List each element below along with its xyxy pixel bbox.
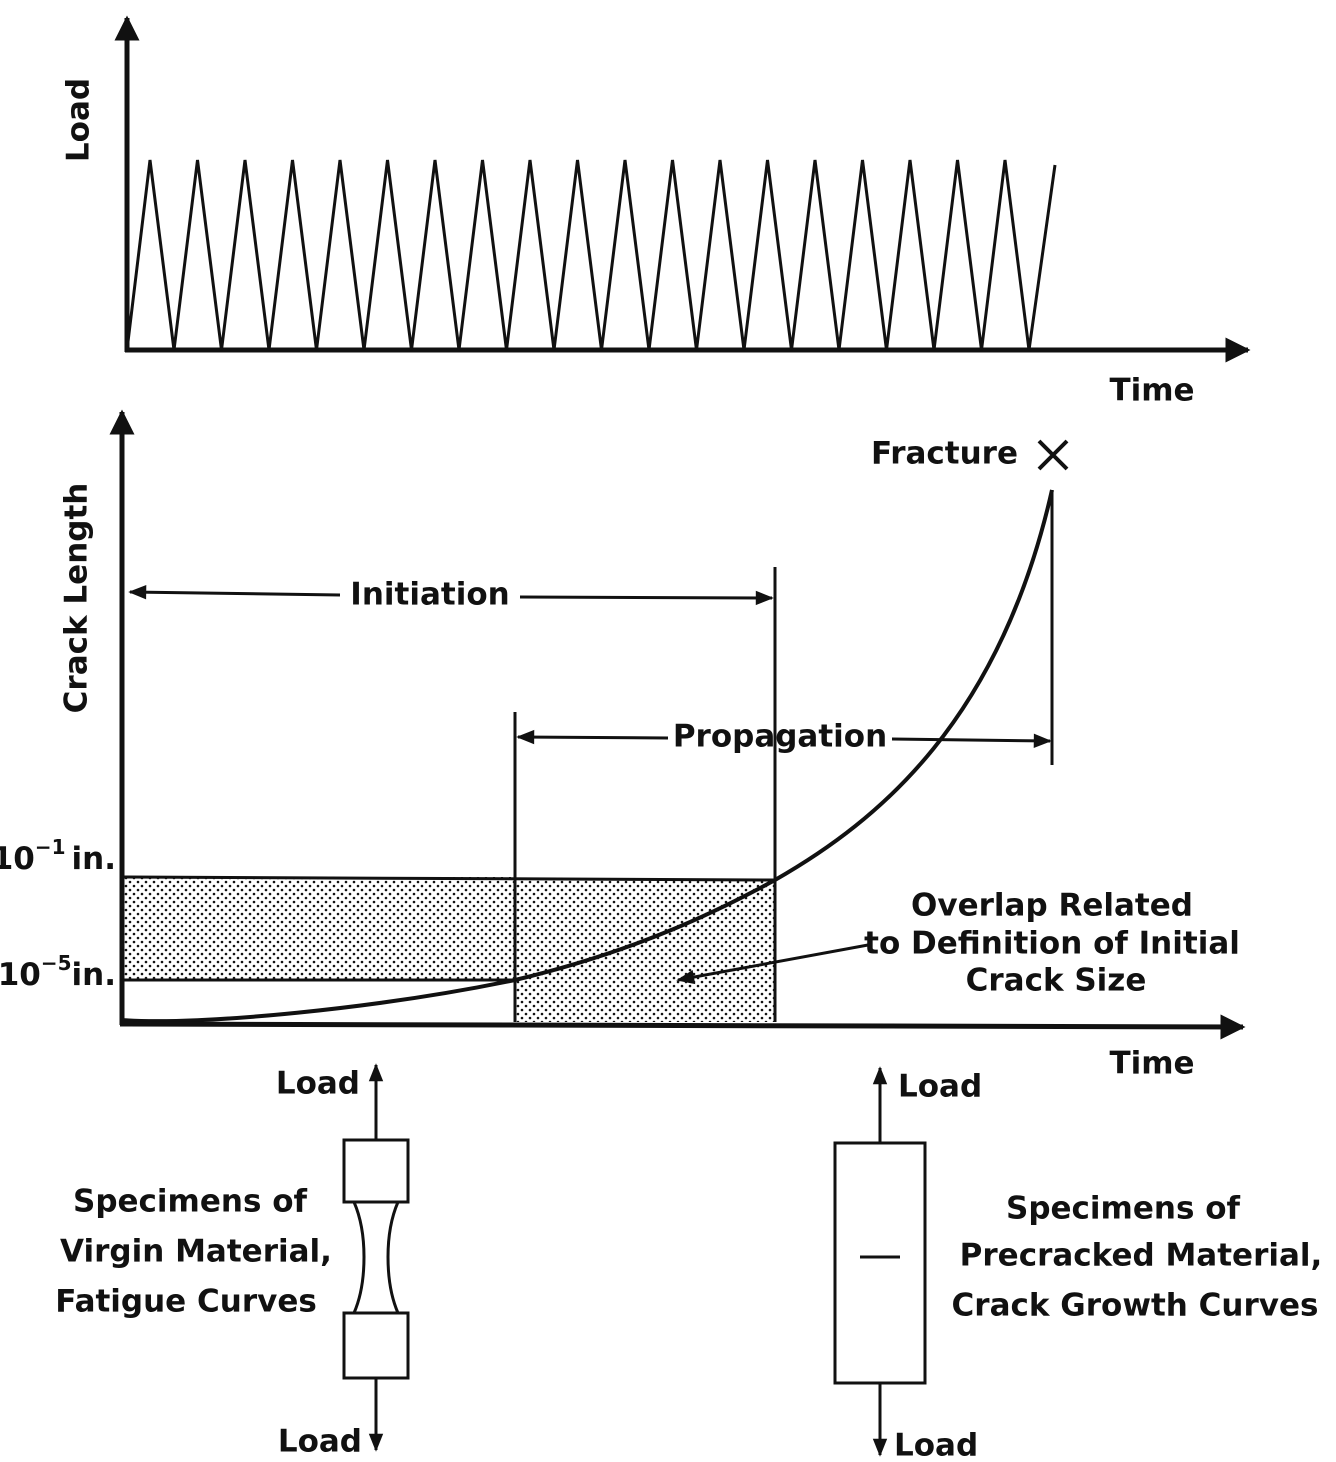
note-line: Crack Size xyxy=(966,963,1147,999)
level-label: 10−5in. xyxy=(0,951,116,993)
caption-line: Specimens of xyxy=(73,1184,307,1220)
right-specimen: Load Load Specimens of Precracked Materi… xyxy=(833,1066,1323,1462)
caption-line: Virgin Material, xyxy=(60,1234,332,1270)
x-label: Time xyxy=(1109,1046,1194,1082)
x-label: Time xyxy=(1109,373,1194,409)
initiation-band xyxy=(122,877,515,980)
initiation-label: Initiation xyxy=(350,577,509,613)
level-line xyxy=(121,875,776,882)
arrow xyxy=(516,729,669,745)
top-chart: Load Time xyxy=(61,15,1251,409)
x-axis xyxy=(119,1014,1246,1040)
crack-curve xyxy=(121,489,1054,1024)
y-label: Load xyxy=(61,78,97,162)
level-label: 10−1 in. xyxy=(0,835,116,877)
load-label: Load xyxy=(276,1066,360,1102)
note-line: to Definition of Initial xyxy=(864,926,1240,962)
arrow xyxy=(519,590,774,606)
y-label: Crack Length xyxy=(59,483,95,714)
caption-line: Fatigue Curves xyxy=(55,1284,317,1320)
note-line: Overlap Related xyxy=(911,888,1193,924)
caption-line: Crack Growth Curves xyxy=(952,1288,1319,1324)
panel xyxy=(833,1141,927,1385)
bottom-chart: Crack Length Time Fracture Initiation Pr… xyxy=(0,409,1246,1082)
fracture-label: Fracture xyxy=(871,436,1018,472)
note-arrow xyxy=(676,943,869,985)
propagation-label: Propagation xyxy=(673,719,887,755)
dogbone xyxy=(342,1138,410,1380)
fracture-mark xyxy=(1037,439,1069,471)
arrow xyxy=(128,585,341,600)
arrow xyxy=(891,733,1052,748)
left-specimen: Load Load Specimens of Virgin Material, … xyxy=(55,1063,410,1460)
load-label: Load xyxy=(278,1424,362,1460)
caption-line: Precracked Material, xyxy=(960,1238,1323,1274)
caption-line: Specimens of xyxy=(1006,1191,1240,1227)
load-label: Load xyxy=(894,1428,978,1462)
load-label: Load xyxy=(898,1069,982,1105)
load-cycles xyxy=(125,159,1057,351)
